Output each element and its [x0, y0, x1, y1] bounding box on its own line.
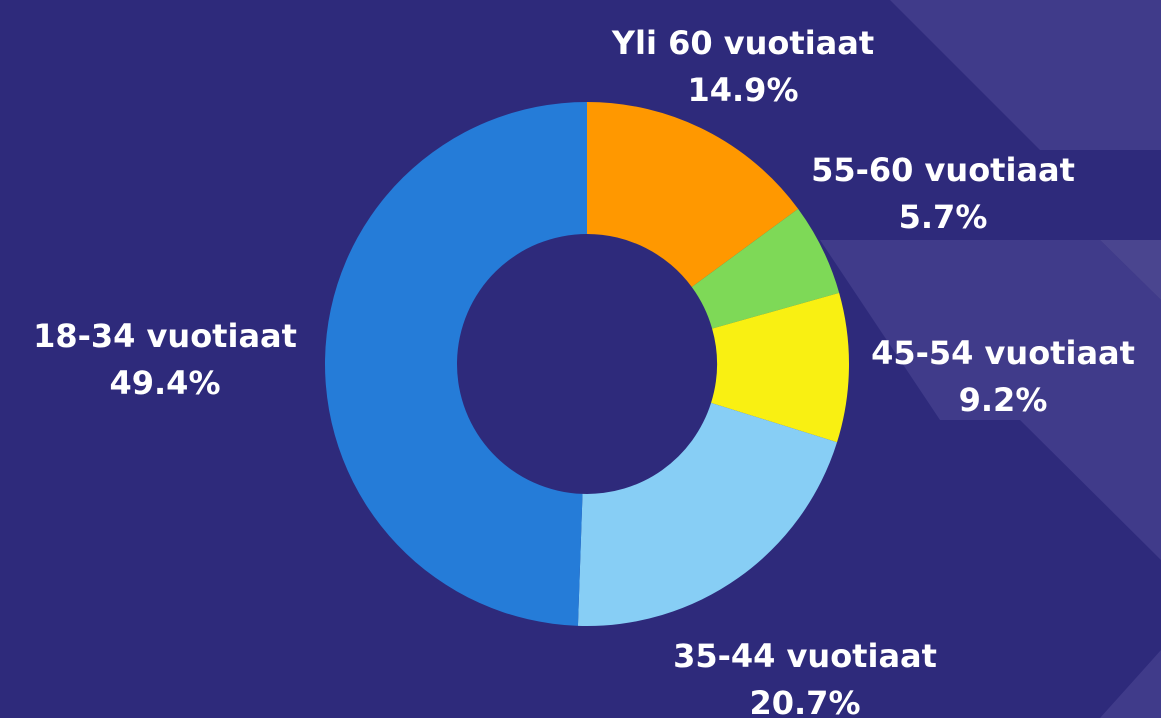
slice-label: 18-34 vuotiaat — [33, 317, 297, 355]
decoration — [1100, 240, 1161, 300]
donut-slice — [711, 292, 849, 443]
decoration — [820, 240, 1161, 718]
slice-label: 55-60 vuotiaat — [811, 151, 1075, 189]
donut-slice — [324, 102, 587, 626]
donut-slice — [587, 102, 799, 288]
slice-value-label: 5.7% — [899, 198, 988, 236]
slice-label: 35-44 vuotiaat — [673, 637, 937, 675]
donut-slice — [691, 208, 840, 329]
slice-label: 45-54 vuotiaat — [871, 334, 1135, 372]
decoration — [890, 0, 1161, 150]
slice-value-label: 14.9% — [687, 71, 798, 109]
slice-value-label: 9.2% — [959, 381, 1048, 419]
donut-slice — [577, 402, 838, 626]
slice-label: Yli 60 vuotiaat — [611, 24, 874, 62]
slice-value-label: 20.7% — [749, 684, 860, 718]
slice-value-label: 49.4% — [109, 364, 220, 402]
